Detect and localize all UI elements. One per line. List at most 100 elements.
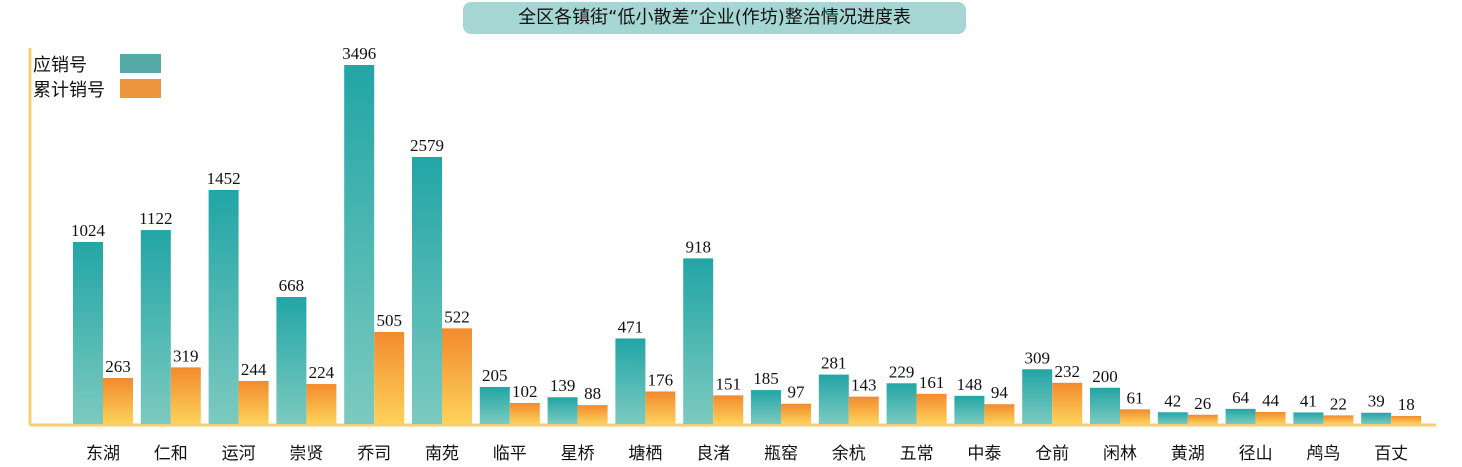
x-tick-label-7: 星桥 [561, 444, 595, 464]
data-label-done-5: 522 [444, 307, 470, 326]
bar-done-1 [170, 367, 201, 424]
legend: 应销号 累计销号 [33, 54, 161, 101]
bar-target-12 [886, 383, 917, 424]
data-label-done-4: 505 [376, 311, 402, 330]
legend-swatch-0 [120, 54, 161, 73]
bar-done-10 [781, 403, 811, 424]
bar-done-19 [1391, 416, 1422, 424]
bar-done-3 [306, 384, 337, 424]
data-label-done-12: 161 [919, 373, 945, 392]
data-label-done-14: 232 [1054, 362, 1080, 381]
data-label-done-7: 88 [584, 384, 601, 403]
bar-target-19 [1361, 412, 1392, 424]
bar-done-18 [1323, 415, 1354, 424]
legend-label-1: 累计销号 [33, 80, 105, 101]
x-tick-label-11: 余杭 [832, 444, 866, 464]
data-label-done-15: 61 [1127, 388, 1144, 407]
x-tick-label-19: 百丈 [1374, 444, 1408, 464]
bar-done-6 [509, 402, 540, 424]
bar-done-13 [984, 404, 1015, 424]
data-label-done-13: 94 [991, 383, 1009, 402]
data-label-target-5: 2579 [410, 136, 444, 155]
bar-done-4 [374, 332, 405, 424]
data-label-target-9: 918 [685, 237, 711, 256]
bar-target-1 [140, 230, 171, 424]
x-tick-label-3: 崇贤 [289, 444, 323, 464]
data-label-target-7: 139 [550, 376, 576, 395]
x-tick-label-15: 闲林 [1103, 444, 1137, 464]
bar-target-14 [1022, 369, 1053, 424]
data-label-done-18: 22 [1330, 394, 1347, 413]
bar-done-11 [848, 396, 879, 424]
data-label-target-2: 1452 [207, 169, 241, 188]
data-label-done-19: 18 [1398, 395, 1415, 414]
data-label-target-13: 148 [957, 375, 983, 394]
bar-target-17 [1225, 408, 1256, 424]
data-label-target-11: 281 [821, 354, 847, 373]
data-label-done-9: 151 [715, 374, 741, 393]
x-tick-label-9: 良渚 [696, 444, 730, 464]
bar-done-17 [1255, 411, 1286, 424]
bar-target-6 [479, 386, 510, 424]
data-label-target-6: 205 [482, 366, 508, 385]
data-label-target-12: 229 [889, 362, 915, 381]
data-label-done-6: 102 [512, 382, 538, 401]
bar-done-9 [713, 395, 744, 424]
bar-target-7 [547, 397, 578, 424]
x-tick-label-16: 黄湖 [1171, 444, 1205, 464]
bar-done-0 [103, 378, 133, 424]
data-label-done-11: 143 [851, 376, 877, 395]
x-tick-label-4: 乔司 [357, 444, 391, 464]
bar-done-8 [645, 391, 676, 424]
bar-target-9 [683, 258, 714, 424]
bar-done-14 [1052, 382, 1083, 424]
x-tick-label-13: 中泰 [967, 444, 1001, 464]
bar-target-3 [276, 297, 307, 424]
x-tick-label-10: 瓶窑 [764, 444, 798, 464]
data-label-target-1: 1122 [139, 209, 172, 228]
x-tick-label-14: 仓前 [1035, 444, 1069, 464]
data-label-target-15: 200 [1092, 367, 1118, 386]
x-tick-label-18: 鸬鸟 [1306, 444, 1340, 464]
x-tick-label-5: 南苑 [425, 444, 459, 464]
data-label-done-3: 224 [309, 363, 335, 382]
data-label-done-0: 263 [105, 357, 131, 376]
bar-done-2 [238, 380, 269, 424]
x-tick-label-17: 径山 [1239, 444, 1273, 464]
data-label-target-3: 668 [279, 276, 305, 295]
bar-done-7 [577, 405, 608, 424]
x-tick-label-0: 东湖 [86, 444, 120, 464]
bar-done-5 [442, 328, 472, 424]
chart-title: 全区各镇街“低小散差”企业(作坊)整治情况进度表 [463, 2, 966, 34]
data-label-done-1: 319 [173, 346, 199, 365]
bar-target-4 [344, 65, 375, 424]
bar-target-0 [73, 242, 103, 424]
x-tick-label-12: 五常 [900, 444, 934, 464]
bar-done-12 [916, 393, 947, 424]
data-label-target-4: 3496 [342, 44, 376, 63]
data-label-done-2: 244 [241, 360, 267, 379]
data-label-target-19: 39 [1368, 392, 1385, 411]
bar-target-10 [751, 390, 781, 424]
data-label-target-14: 309 [1024, 348, 1050, 367]
data-label-target-16: 42 [1164, 391, 1181, 410]
x-tick-label-1: 仁和 [154, 444, 188, 464]
bar-done-15 [1120, 409, 1150, 424]
x-tick-label-6: 临平 [493, 444, 527, 464]
legend-label-0: 应销号 [33, 55, 87, 76]
bar-target-8 [615, 338, 646, 424]
bar-target-15 [1090, 387, 1120, 424]
bar-target-18 [1293, 412, 1324, 424]
data-label-done-10: 97 [788, 383, 806, 402]
data-label-done-16: 26 [1194, 394, 1211, 413]
data-label-target-0: 1024 [71, 221, 106, 240]
bar-target-13 [954, 395, 985, 424]
bar-target-11 [818, 374, 849, 424]
data-label-target-8: 471 [618, 317, 644, 336]
bar-target-5 [412, 157, 442, 424]
legend-swatch-1 [120, 79, 161, 98]
bar-target-16 [1157, 412, 1188, 424]
x-tick-label-2: 运河 [222, 444, 256, 464]
data-label-done-17: 44 [1262, 391, 1280, 410]
